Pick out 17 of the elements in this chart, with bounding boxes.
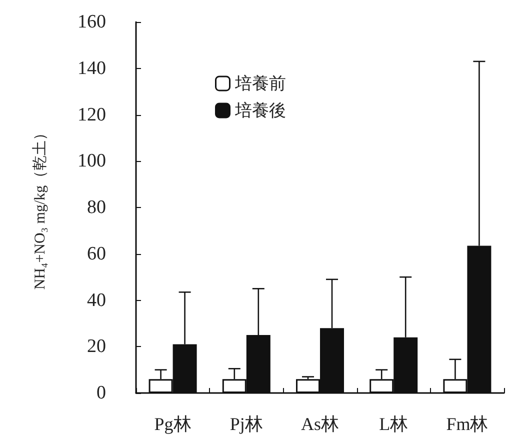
y-tick-label: 60 — [87, 243, 106, 264]
y-tick-label: 80 — [87, 197, 106, 218]
y-tick-label: 40 — [87, 290, 106, 311]
y-tick-label: 160 — [78, 12, 106, 32]
y-tick-label: 20 — [87, 336, 106, 358]
x-tick-label: As林 — [300, 414, 340, 434]
y-tick-label: 0 — [96, 382, 106, 404]
x-tick-label: Pj林 — [230, 414, 263, 434]
y-axis-title: NH₄+NO₃ mg/kg（乾土） — [32, 125, 48, 290]
y-tick-label: 140 — [78, 58, 106, 79]
x-tick-label: Pg林 — [154, 414, 192, 434]
legend-label: 培養後 — [234, 101, 286, 120]
y-tick-label: 100 — [78, 150, 106, 172]
legend-label: 培養前 — [234, 74, 286, 93]
y-tick-label: 120 — [78, 104, 106, 126]
x-tick-label: Fm林 — [446, 414, 488, 434]
x-tick-label: L林 — [379, 414, 408, 434]
